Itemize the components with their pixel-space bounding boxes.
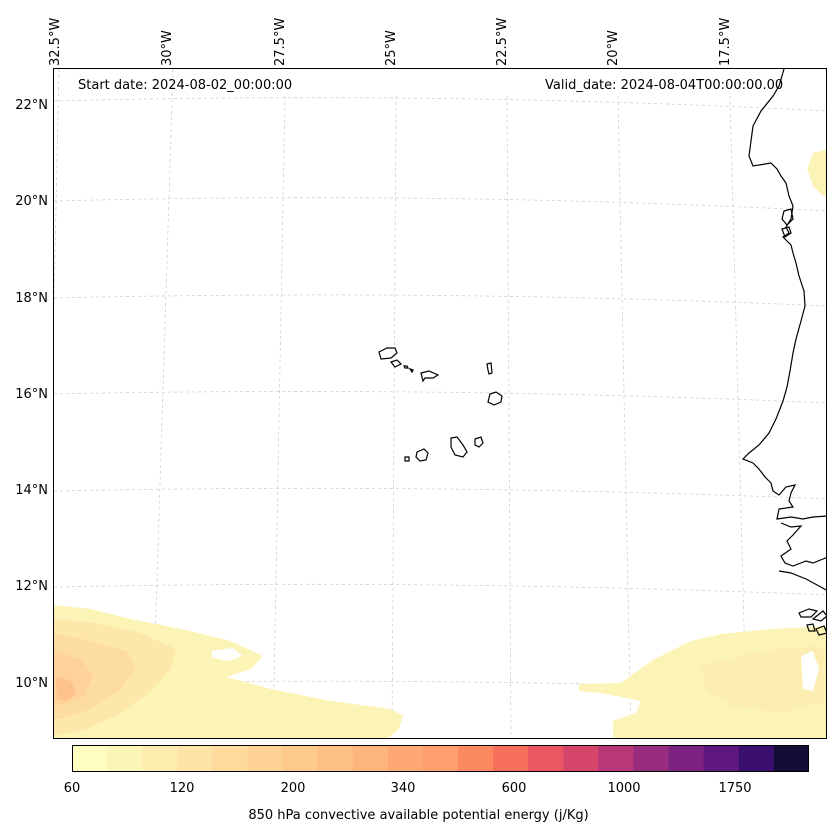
lat-label-20n: 20°N (15, 194, 48, 209)
africa-coastline (741, 69, 826, 636)
map-canvas (54, 69, 826, 738)
colorbar-segment (212, 745, 248, 772)
colorbar-segment (282, 745, 319, 772)
colorbar-segment (352, 745, 389, 772)
lat-label-10n: 10°N (15, 676, 48, 691)
cape-field-northeast (807, 149, 826, 196)
colorbar-border (72, 745, 809, 772)
lon-label-30w: 30°W (160, 30, 175, 66)
colorbar-segment (633, 745, 670, 772)
colorbar-segment (177, 745, 213, 772)
colorbar-segment (773, 745, 809, 772)
start-date-label: Start date: 2024-08-02_00:00:00 (78, 78, 293, 93)
colorbar-segment (528, 745, 564, 772)
cape-verde-islands (378, 347, 503, 462)
map-panel (53, 68, 827, 739)
colorbar (72, 745, 809, 772)
colorbar-tick-1750: 1750 (718, 781, 752, 796)
colorbar-tick-340: 340 (390, 781, 416, 796)
colorbar-segment (107, 745, 143, 772)
colorbar-segment (668, 745, 705, 772)
lon-label-17-5w: 17.5°W (718, 17, 733, 66)
colorbar-segment (493, 745, 529, 772)
lat-label-22n: 22°N (15, 98, 48, 113)
colorbar-label: 850 hPa convective available potential e… (248, 808, 589, 823)
colorbar-segment (422, 745, 459, 772)
colorbar-segment (738, 745, 775, 772)
colorbar-tick-600: 600 (501, 781, 527, 796)
colorbar-segment (247, 745, 284, 772)
lat-label-12n: 12°N (15, 579, 48, 594)
lat-label-16n: 16°N (15, 387, 48, 402)
valid-date-label: Valid_date: 2024-08-04T00:00:00.00 (545, 78, 784, 93)
colorbar-segment (703, 745, 740, 772)
lon-label-32-5w: 32.5°W (48, 17, 63, 66)
colorbar-segment (598, 745, 635, 772)
colorbar-segment (387, 745, 424, 772)
cape-field-southeast (579, 626, 826, 738)
coastal-islands (781, 208, 794, 238)
colorbar-tick-60: 60 (63, 781, 81, 796)
colorbar-segment (72, 745, 108, 772)
lon-label-20w: 20°W (606, 30, 621, 66)
colorbar-tick-120: 120 (169, 781, 195, 796)
lon-label-27-5w: 27.5°W (273, 17, 288, 66)
colorbar-segment (142, 745, 178, 772)
lat-label-14n: 14°N (15, 483, 48, 498)
colorbar-segment (458, 745, 494, 772)
colorbar-segment (563, 745, 599, 772)
cape-field-southwest (54, 605, 403, 738)
colorbar-tick-1000: 1000 (607, 781, 641, 796)
lat-label-18n: 18°N (15, 291, 48, 306)
lon-label-22-5w: 22.5°W (495, 17, 510, 66)
lon-label-25w: 25°W (384, 30, 399, 66)
colorbar-segment (317, 745, 354, 772)
colorbar-tick-200: 200 (280, 781, 306, 796)
